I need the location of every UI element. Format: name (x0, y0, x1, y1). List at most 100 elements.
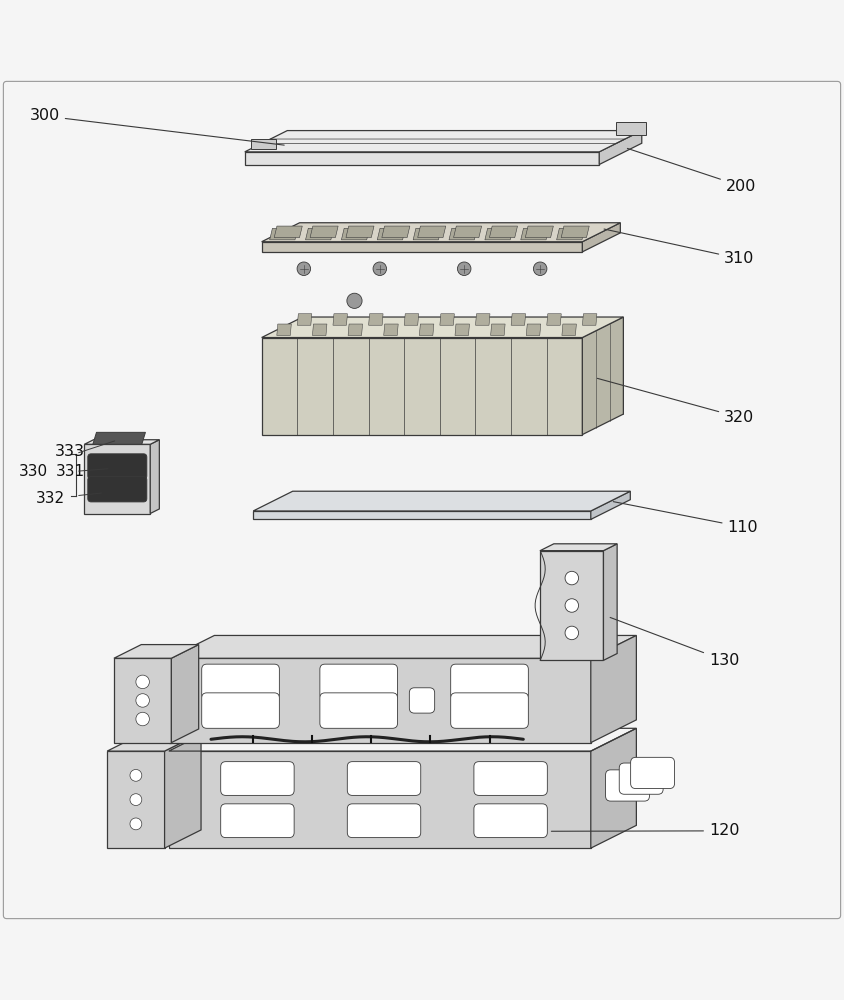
FancyBboxPatch shape (348, 804, 420, 838)
Polygon shape (419, 324, 434, 335)
FancyBboxPatch shape (320, 664, 398, 700)
Polygon shape (93, 432, 145, 444)
Polygon shape (591, 635, 636, 743)
Polygon shape (169, 751, 591, 848)
Polygon shape (253, 491, 630, 511)
Polygon shape (245, 131, 641, 152)
Polygon shape (384, 324, 398, 335)
Polygon shape (455, 324, 469, 335)
Circle shape (565, 626, 578, 640)
FancyBboxPatch shape (474, 762, 547, 795)
FancyBboxPatch shape (619, 763, 663, 794)
Polygon shape (369, 314, 383, 325)
Polygon shape (114, 645, 198, 658)
Circle shape (136, 675, 149, 689)
Circle shape (457, 262, 471, 275)
FancyBboxPatch shape (88, 454, 147, 479)
Text: 332: 332 (35, 491, 65, 506)
Polygon shape (107, 733, 201, 751)
Polygon shape (107, 751, 165, 848)
Polygon shape (582, 317, 624, 435)
Text: 320: 320 (598, 378, 755, 425)
Text: 330: 330 (19, 464, 48, 479)
Polygon shape (540, 544, 617, 551)
FancyBboxPatch shape (409, 688, 435, 713)
Text: 110: 110 (614, 502, 758, 535)
Polygon shape (582, 314, 597, 325)
Circle shape (130, 818, 142, 830)
Polygon shape (475, 314, 490, 325)
Polygon shape (348, 324, 363, 335)
Polygon shape (490, 324, 505, 335)
Polygon shape (418, 226, 446, 238)
Polygon shape (169, 658, 591, 743)
FancyBboxPatch shape (630, 757, 674, 789)
Polygon shape (312, 324, 327, 335)
Circle shape (297, 262, 311, 275)
Polygon shape (84, 440, 160, 444)
Polygon shape (381, 226, 410, 238)
Circle shape (565, 571, 578, 585)
Polygon shape (333, 314, 348, 325)
Polygon shape (525, 226, 554, 238)
Polygon shape (165, 733, 201, 848)
Polygon shape (527, 324, 541, 335)
Polygon shape (171, 645, 198, 743)
Polygon shape (591, 728, 636, 848)
Circle shape (347, 293, 362, 308)
Polygon shape (377, 228, 405, 240)
Circle shape (373, 262, 387, 275)
Polygon shape (277, 324, 291, 335)
Polygon shape (540, 551, 603, 660)
Polygon shape (562, 324, 576, 335)
FancyBboxPatch shape (202, 693, 279, 728)
Text: 200: 200 (627, 148, 756, 194)
Polygon shape (274, 226, 302, 238)
Polygon shape (511, 314, 526, 325)
Polygon shape (413, 228, 441, 240)
Polygon shape (404, 314, 419, 325)
Polygon shape (262, 242, 582, 252)
FancyBboxPatch shape (348, 762, 420, 795)
Polygon shape (591, 491, 630, 519)
FancyBboxPatch shape (605, 770, 649, 801)
FancyBboxPatch shape (451, 664, 528, 700)
Polygon shape (245, 152, 599, 165)
Text: 120: 120 (551, 823, 739, 838)
FancyBboxPatch shape (451, 693, 528, 728)
Polygon shape (252, 139, 277, 149)
FancyBboxPatch shape (202, 664, 279, 700)
Circle shape (136, 712, 149, 726)
Polygon shape (346, 226, 374, 238)
Text: 310: 310 (604, 229, 755, 266)
Polygon shape (150, 440, 160, 514)
Polygon shape (269, 228, 298, 240)
Text: 331: 331 (56, 464, 85, 479)
Polygon shape (262, 223, 620, 242)
Polygon shape (306, 228, 333, 240)
Circle shape (136, 694, 149, 707)
FancyBboxPatch shape (88, 477, 147, 502)
Polygon shape (453, 226, 482, 238)
Polygon shape (440, 314, 454, 325)
Polygon shape (449, 228, 477, 240)
Polygon shape (169, 635, 636, 658)
Polygon shape (262, 317, 624, 338)
Polygon shape (599, 131, 641, 165)
Polygon shape (114, 658, 171, 743)
Polygon shape (341, 228, 370, 240)
Polygon shape (484, 228, 513, 240)
Circle shape (130, 794, 142, 806)
Polygon shape (310, 226, 338, 238)
Polygon shape (253, 511, 591, 519)
Circle shape (533, 262, 547, 275)
Circle shape (565, 599, 578, 612)
Polygon shape (561, 226, 589, 238)
Text: 333: 333 (55, 444, 85, 459)
FancyBboxPatch shape (474, 804, 547, 838)
Polygon shape (84, 444, 150, 514)
FancyBboxPatch shape (221, 804, 295, 838)
Text: 300: 300 (30, 108, 284, 145)
Text: 130: 130 (610, 617, 739, 668)
Polygon shape (603, 544, 617, 660)
